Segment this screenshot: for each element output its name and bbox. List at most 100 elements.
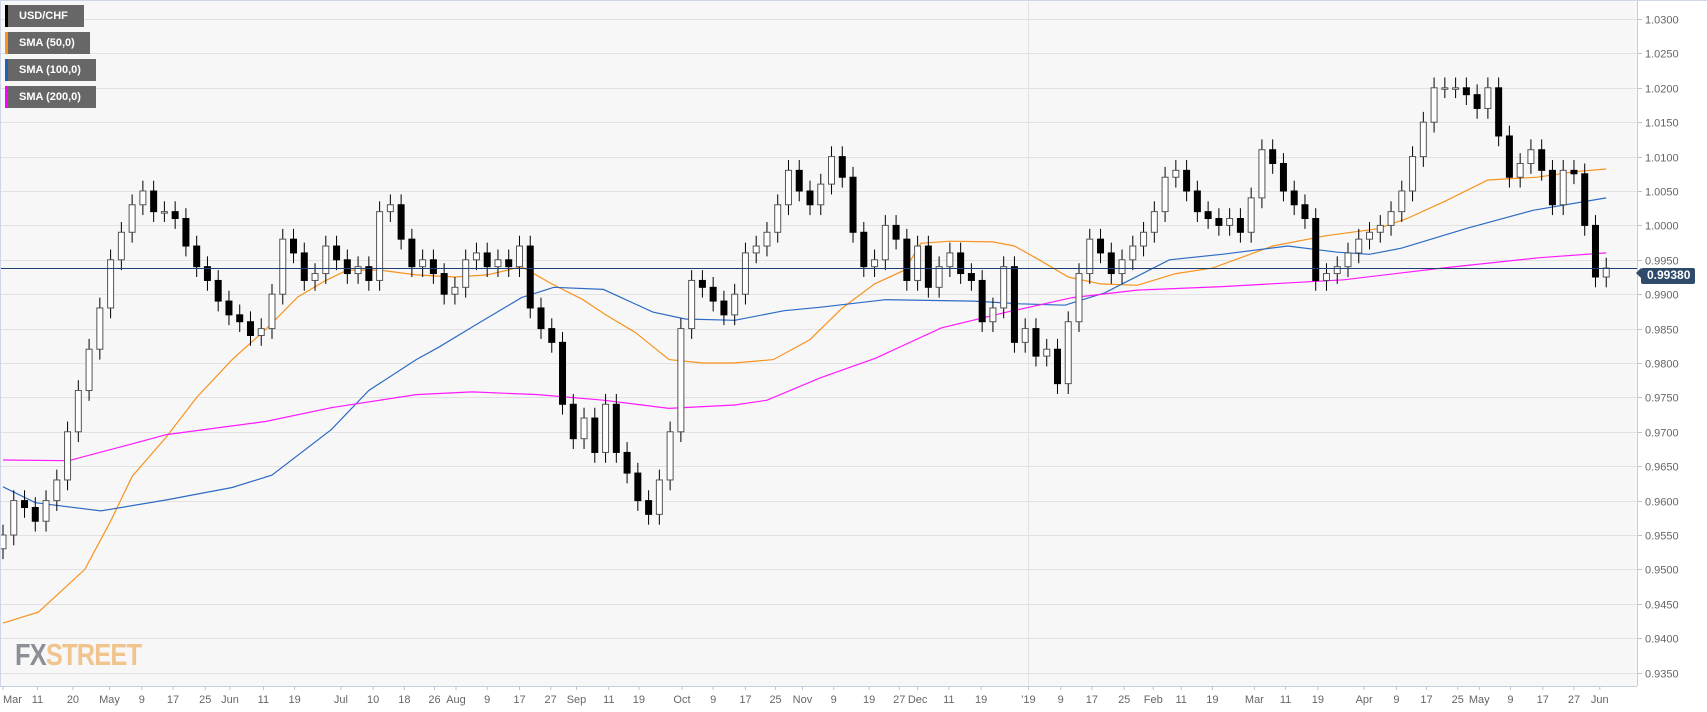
candle xyxy=(623,442,631,484)
candle-body-bullish xyxy=(515,245,523,268)
candle xyxy=(1053,338,1061,394)
candle-body-bearish xyxy=(838,156,846,178)
candle xyxy=(96,297,104,360)
candle-body-bullish xyxy=(946,252,954,268)
candle-body-bullish xyxy=(784,169,792,206)
x-tick-label: 26 xyxy=(428,694,440,706)
candle-body-bullish xyxy=(817,183,825,206)
candle-body-bullish xyxy=(580,417,588,440)
candle-body-bullish xyxy=(1333,266,1341,275)
y-tick-label: 1.0000 xyxy=(1645,221,1679,233)
candle-body-bullish xyxy=(96,307,104,350)
candle xyxy=(1247,187,1255,243)
candle-body-bullish xyxy=(1258,149,1266,199)
candle-body-bearish xyxy=(1301,204,1309,220)
candle-body-bearish xyxy=(957,252,965,275)
candle-body-bearish xyxy=(1107,252,1115,275)
candle xyxy=(1032,318,1040,367)
candle xyxy=(881,215,889,271)
x-tick-label: 10 xyxy=(367,694,379,706)
candle xyxy=(419,249,427,277)
logo-street: STREET xyxy=(45,637,142,672)
candle xyxy=(602,393,610,463)
y-tick-label: 1.0150 xyxy=(1645,118,1679,130)
candle-body-bullish xyxy=(386,204,394,213)
candle xyxy=(1409,146,1417,202)
candle xyxy=(236,304,244,333)
candle xyxy=(559,332,567,415)
legend-item-sma50[interactable]: SMA (50,0) xyxy=(5,32,90,54)
x-tick-label: 25 xyxy=(1452,694,1464,706)
candle xyxy=(1505,125,1513,188)
candle xyxy=(817,173,825,216)
x-tick-label: 19 xyxy=(975,694,987,706)
x-tick-label: 11 xyxy=(32,694,43,706)
candle xyxy=(1118,249,1126,284)
candle xyxy=(472,242,480,271)
candle-body-bullish xyxy=(688,279,696,330)
candle xyxy=(21,490,29,518)
candle xyxy=(1075,263,1083,333)
candle xyxy=(1107,242,1115,284)
candle-body-bearish xyxy=(526,245,534,309)
candle-body-bullish xyxy=(1344,252,1352,268)
candle-body-bearish xyxy=(1097,238,1105,254)
candle-body-bullish xyxy=(1602,267,1610,278)
candle-body-bullish xyxy=(74,390,82,433)
candle xyxy=(1010,256,1018,353)
x-tick-label: 17 xyxy=(167,694,179,706)
candle xyxy=(1312,208,1320,291)
x-tick-label: May xyxy=(1469,694,1490,706)
candle xyxy=(1473,84,1481,119)
candle xyxy=(322,235,330,284)
candle-body-bearish xyxy=(623,451,631,474)
candle xyxy=(505,249,513,277)
legend-item-usdchf[interactable]: USD/CHF xyxy=(5,5,84,27)
candle xyxy=(1387,201,1395,236)
candle-body-bullish xyxy=(1409,156,1417,192)
candle-body-bullish xyxy=(257,328,265,336)
x-tick-label: 19 xyxy=(1312,694,1324,706)
candle-body-bearish xyxy=(612,403,620,453)
candle xyxy=(1215,208,1223,236)
candle xyxy=(386,194,394,222)
x-tick-label: Dec xyxy=(908,694,928,706)
candle xyxy=(655,469,663,525)
candle xyxy=(1366,221,1374,250)
legend-label: USD/CHF xyxy=(19,10,68,22)
candle xyxy=(107,249,115,319)
candle-body-bearish xyxy=(634,472,642,502)
x-tick-label: 19 xyxy=(633,694,645,706)
y-tick-label: 1.0300 xyxy=(1645,15,1679,27)
candle-body-bullish xyxy=(107,259,115,309)
candles xyxy=(0,77,1610,560)
candle xyxy=(225,290,233,326)
candle-body-bearish xyxy=(1505,135,1513,178)
candle-body-bullish xyxy=(871,259,879,268)
candle-body-bearish xyxy=(645,500,653,515)
candle-body-bullish xyxy=(1075,273,1083,323)
candle xyxy=(1043,338,1051,367)
x-tick-label: '19 xyxy=(1021,694,1035,706)
candle xyxy=(1161,166,1169,222)
x-tick-label: Mar xyxy=(3,694,22,706)
candle xyxy=(914,235,922,291)
legend-item-sma200[interactable]: SMA (200,0) xyxy=(5,86,96,108)
candle-body-bearish xyxy=(1236,218,1244,233)
candle-body-bullish xyxy=(42,500,50,522)
legend-item-sma100[interactable]: SMA (100,0) xyxy=(5,59,96,81)
candle xyxy=(1538,139,1546,181)
candle xyxy=(31,497,39,532)
candle xyxy=(1495,77,1503,147)
candle-body-bullish xyxy=(1355,238,1363,254)
candle xyxy=(1527,139,1535,174)
candle-body-bullish xyxy=(1140,231,1148,247)
candle-body-bullish xyxy=(472,252,480,261)
candle xyxy=(139,180,147,216)
candle-body-bullish xyxy=(1366,231,1374,240)
candle-body-bullish xyxy=(1247,197,1255,233)
candle-body-bearish xyxy=(300,252,308,281)
candle xyxy=(784,160,792,216)
x-axis: Mar 11 20 May 9 17 25 Jun 11 19 Jul 10 18 26 Aug 9 17 27 S… xyxy=(2,686,1609,706)
candle xyxy=(978,270,986,333)
